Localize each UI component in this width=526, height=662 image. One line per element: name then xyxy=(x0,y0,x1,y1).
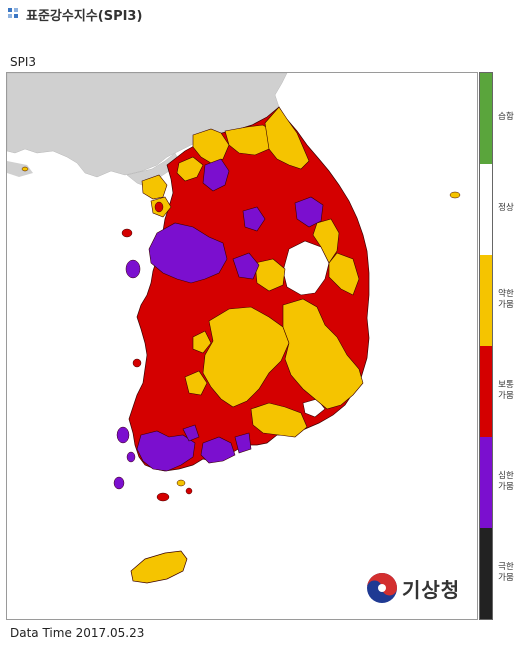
legend-swatch xyxy=(480,346,492,437)
region-yellow-nw xyxy=(141,174,168,200)
region-yellow-center xyxy=(254,258,286,292)
legend-bar xyxy=(479,72,493,620)
legend-swatch xyxy=(480,73,492,164)
region-purple-southwest xyxy=(136,430,196,472)
island-purple-west xyxy=(125,259,141,279)
region-yellow-w2 xyxy=(192,330,212,354)
legend-label: 정상 xyxy=(498,203,514,213)
island-red-s2 xyxy=(185,487,193,495)
legend-label: 극한 가뭄 xyxy=(498,561,514,583)
region-purple-south xyxy=(200,436,236,464)
legend-swatch xyxy=(480,164,492,255)
island-red-w1 xyxy=(121,228,133,238)
region-yellow-e2 xyxy=(328,252,360,296)
region-yellow-se-coast xyxy=(250,402,308,438)
region-purple-north xyxy=(202,158,230,192)
region-white-center-east xyxy=(282,240,330,296)
region-yellow-e1 xyxy=(312,218,340,264)
region-purple-n2 xyxy=(242,206,266,232)
legend-label: 심한 가뭄 xyxy=(498,470,514,492)
region-yellow-n3 xyxy=(176,156,204,182)
legend-label: 보통 가뭄 xyxy=(498,379,514,401)
region-yellow-n1 xyxy=(192,128,230,164)
bullet-icon xyxy=(8,8,20,20)
region-purple-west xyxy=(148,222,228,284)
page-title-text: 표준강수지수(SPI3) xyxy=(26,8,143,24)
logo-text: 기상청 xyxy=(402,577,461,602)
legend-swatch xyxy=(480,255,492,346)
data-time: Data Time 2017.05.23 xyxy=(10,626,145,640)
map-frame xyxy=(6,72,478,620)
page-title: 표준강수지수(SPI3) xyxy=(8,4,142,24)
island-purple-sw1 xyxy=(116,426,130,444)
region-yellow-central-south xyxy=(202,306,290,408)
legend-label: 약한 가뭄 xyxy=(498,288,514,310)
north-land-strip xyxy=(7,161,33,177)
map-label: SPI3 xyxy=(10,55,37,69)
kma-emblem-icon xyxy=(367,573,397,603)
kma-logo: 기상청 xyxy=(366,572,460,604)
region-purple-center xyxy=(232,252,260,280)
region-yellow-ne xyxy=(264,106,310,170)
island-purple-sw3 xyxy=(126,451,136,463)
island-red-w3 xyxy=(132,358,142,368)
drought-map xyxy=(7,73,461,584)
legend-label: 습함 xyxy=(498,112,514,122)
region-purple-ne xyxy=(294,196,324,228)
island-yellow-n xyxy=(21,166,29,172)
legend-swatch xyxy=(480,437,492,528)
region-white-south xyxy=(302,398,326,418)
island-red-s1 xyxy=(156,492,170,502)
region-yellow-southeast xyxy=(282,298,364,410)
island-red-w2 xyxy=(154,201,164,213)
region-purple-s4 xyxy=(182,424,200,442)
region-purple-s3 xyxy=(234,432,252,454)
island-jeju xyxy=(130,550,188,584)
island-purple-sw2 xyxy=(113,476,125,490)
island-yellow-s xyxy=(176,479,186,487)
island-yellow-e xyxy=(449,191,461,199)
region-yellow-sw1 xyxy=(184,370,208,396)
legend-swatch xyxy=(480,528,492,619)
